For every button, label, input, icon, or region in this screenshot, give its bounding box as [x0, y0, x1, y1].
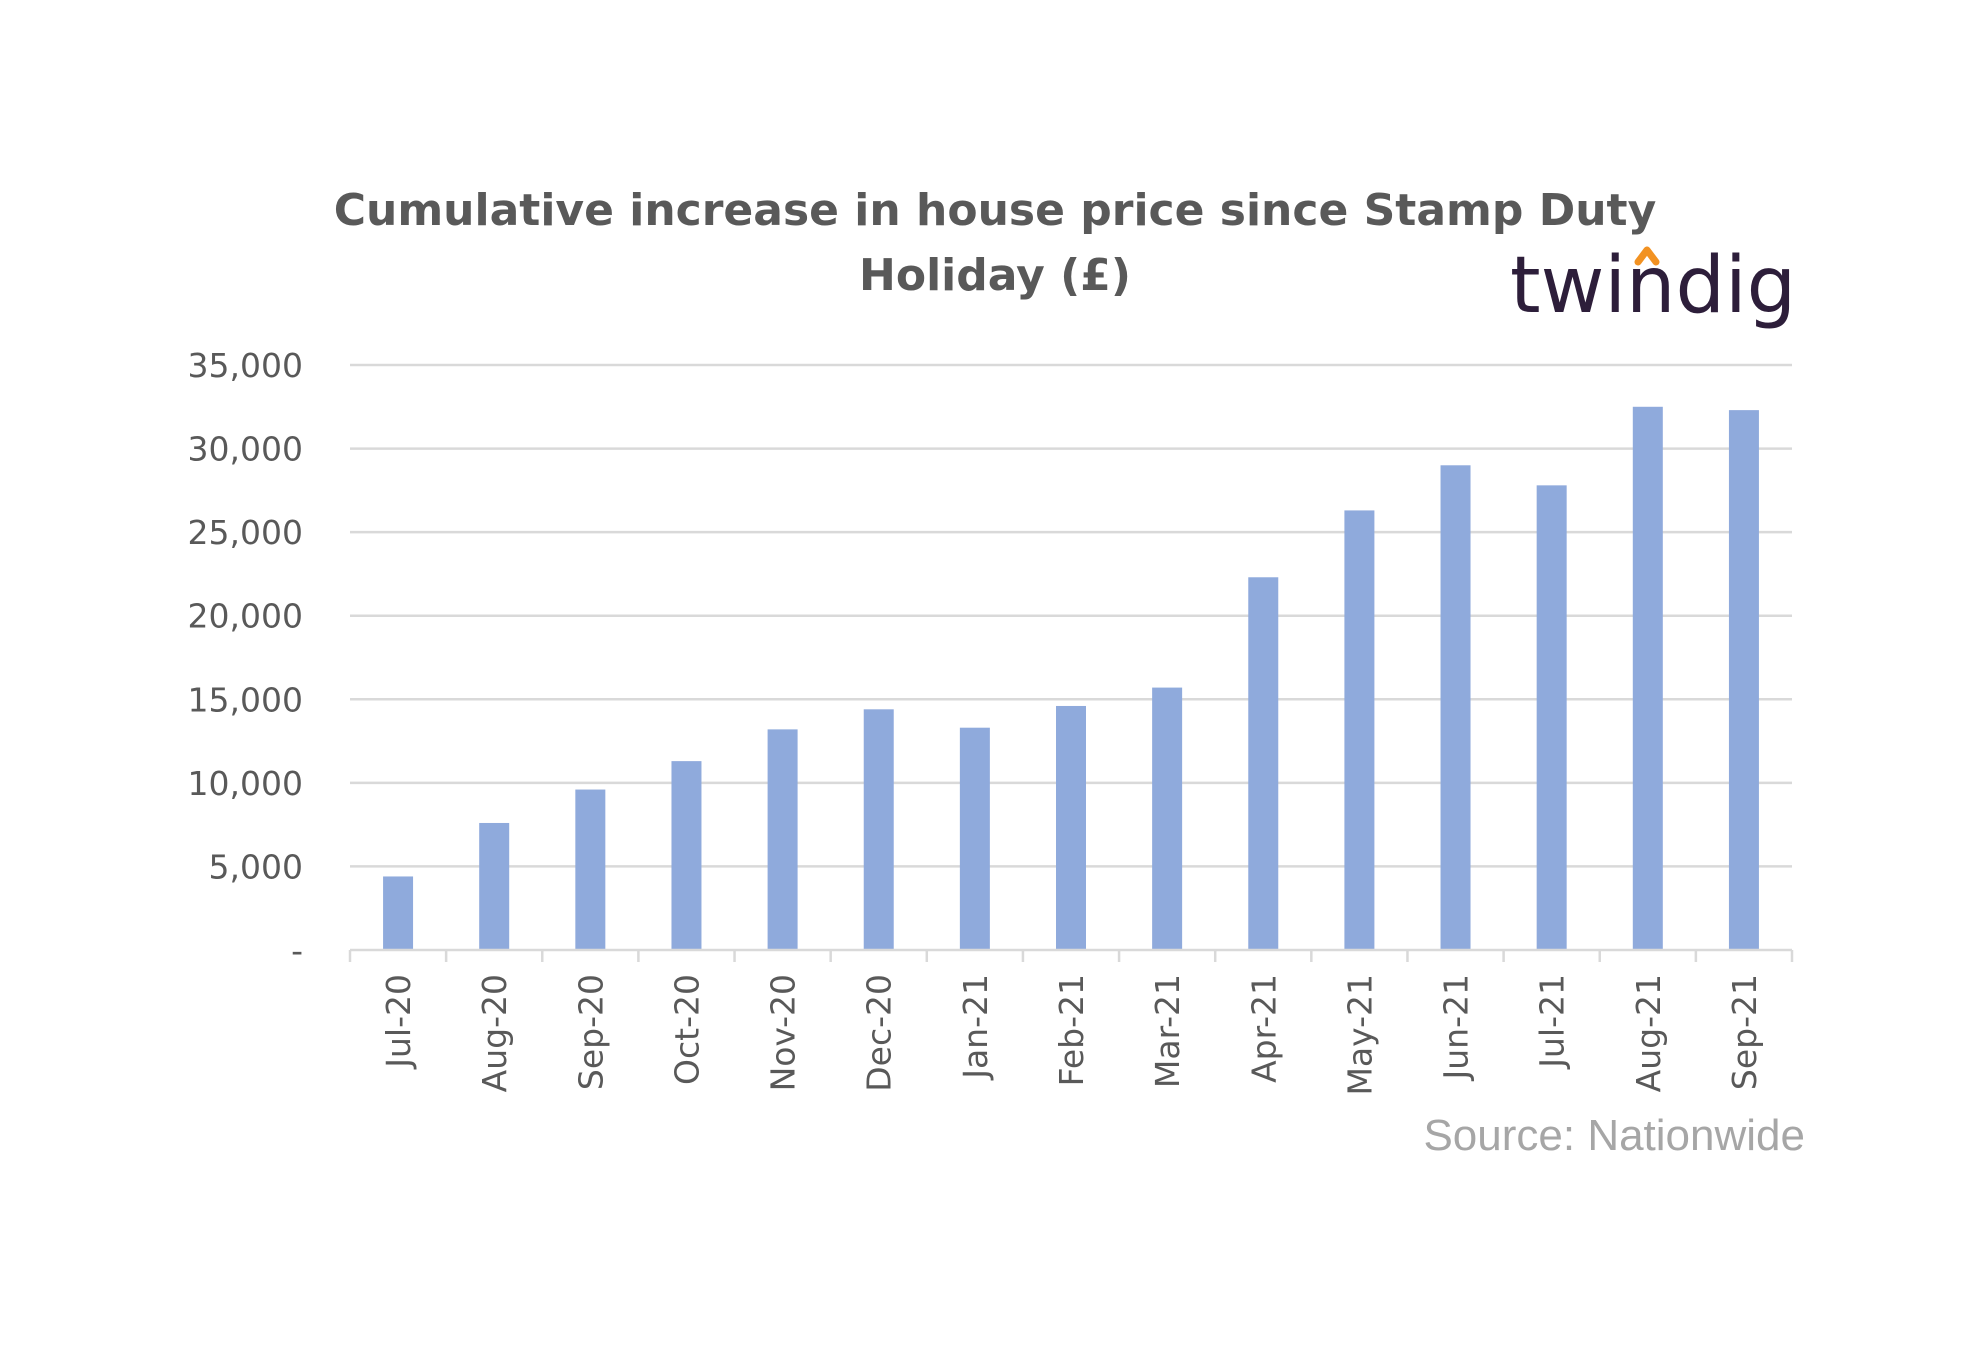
x-tick-label: Aug-21: [1629, 974, 1668, 1092]
bars: [383, 406, 1759, 951]
bar: [671, 761, 702, 950]
bar: [383, 876, 414, 950]
x-tick-label: Sep-21: [1725, 974, 1764, 1090]
bar: [479, 822, 510, 950]
x-tick-label: Mar-21: [1148, 974, 1187, 1088]
y-tick-label: 15,000: [188, 680, 303, 719]
bar: [1536, 485, 1567, 950]
y-tick-label: -: [291, 931, 303, 970]
x-tick-label: Jan-21: [956, 974, 995, 1081]
y-tick-label: 10,000: [188, 764, 303, 803]
source-label: Source: Nationwide: [1423, 1111, 1805, 1160]
x-tick-label: Jul-20: [379, 974, 418, 1070]
bar: [959, 727, 990, 950]
x-tick-label: Nov-20: [764, 974, 803, 1091]
y-tick-label: 20,000: [188, 597, 303, 636]
y-axis-ticks: - 5,000 10,000 15,000 20,000 25,000 30,000 35,0…: [188, 346, 303, 970]
x-tick-label: Oct-20: [667, 974, 706, 1085]
x-tick-label: Sep-20: [571, 974, 610, 1090]
y-tick-label: 25,000: [188, 513, 303, 552]
bar: [1152, 687, 1183, 950]
bar: [1344, 510, 1375, 950]
y-tick-label: 5,000: [209, 847, 303, 886]
x-tick-label: Jul-21: [1533, 974, 1572, 1070]
y-tick-label: 35,000: [188, 346, 303, 385]
bar: [575, 789, 606, 950]
y-tick-label: 30,000: [188, 430, 303, 469]
x-tick-label: Dec-20: [860, 974, 899, 1092]
x-axis-ticks: Jul-20 Aug-20 Sep-20 Oct-20 Nov-20 Dec-20 Jan-…: [379, 974, 1764, 1096]
bar: [767, 729, 798, 950]
chart-title-line1: Cumulative increase in house price since…: [334, 185, 1657, 236]
x-axis: [348, 948, 1794, 962]
x-tick-label: Jun-21: [1437, 974, 1476, 1081]
x-tick-label: Apr-21: [1244, 974, 1283, 1083]
bar: [1056, 705, 1086, 950]
twindig-logo: twindig: [1510, 241, 1796, 331]
logo-roof-icon: [1634, 246, 1660, 266]
bar: [1728, 410, 1759, 951]
bar: [1632, 406, 1663, 950]
bar: [1440, 465, 1471, 950]
bar: [1248, 577, 1279, 950]
chart-title-line2: Holiday (£): [859, 250, 1131, 301]
x-tick-label: Aug-20: [475, 974, 514, 1092]
bar: [863, 709, 894, 950]
x-tick-label: Feb-21: [1052, 974, 1091, 1086]
x-tick-label: May-21: [1340, 974, 1379, 1096]
